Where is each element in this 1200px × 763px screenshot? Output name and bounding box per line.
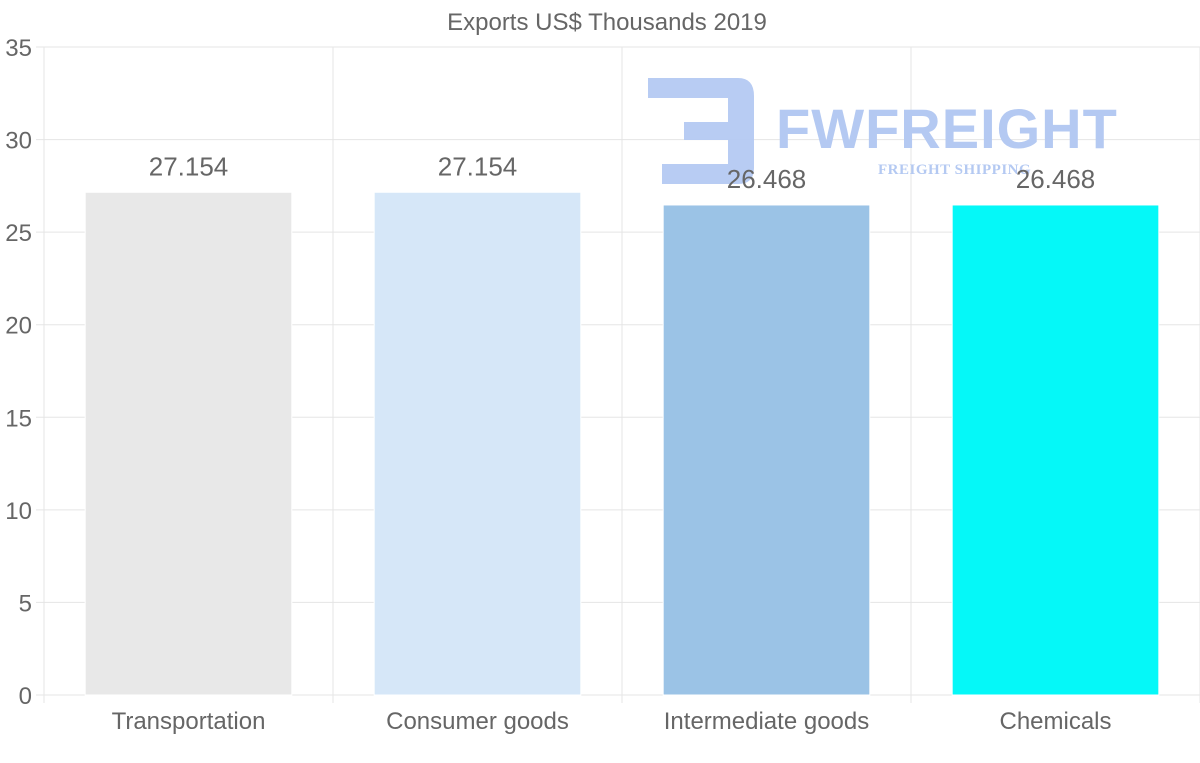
chart-title: Exports US$ Thousands 2019 [447, 9, 767, 36]
y-tick-label: 10 [5, 498, 32, 525]
x-axis-ticks: Transportation Consumer goods Intermediate… [112, 708, 1112, 735]
bar-value-label: 27.154 [438, 151, 518, 181]
x-tick-label: Chemicals [999, 708, 1111, 735]
watermark-name: FWFREIGHT [776, 97, 1118, 160]
bar-value-label: 26.468 [727, 164, 807, 194]
bar-value-label: 27.154 [149, 151, 229, 181]
bar-transportation [84, 191, 293, 696]
data-labels: 27.154 27.154 26.468 26.468 [149, 151, 1096, 194]
y-tick-label: 20 [5, 313, 32, 340]
y-tick-label: 5 [19, 590, 32, 617]
y-tick-label: 0 [19, 683, 32, 710]
fwfreight-logo-icon [648, 78, 754, 184]
y-axis-ticks: 0 5 10 15 20 25 30 35 [5, 35, 32, 710]
x-tick-label: Transportation [112, 708, 266, 735]
bars [84, 191, 1160, 696]
bar-chemicals [951, 204, 1160, 696]
x-tick-label: Intermediate goods [664, 708, 869, 735]
watermark: FWFREIGHT FREIGHT SHIPPING [648, 78, 1118, 184]
y-tick-label: 25 [5, 220, 32, 247]
watermark-tagline: FREIGHT SHIPPING [878, 162, 1031, 178]
y-tick-label: 15 [5, 405, 32, 432]
y-tick-label: 30 [5, 128, 32, 155]
bar-consumer-goods [373, 191, 582, 696]
bar-value-label: 26.468 [1016, 164, 1096, 194]
y-tick-label: 35 [5, 35, 32, 62]
bar-intermediate-goods [662, 204, 871, 696]
x-tick-label: Consumer goods [386, 708, 569, 735]
